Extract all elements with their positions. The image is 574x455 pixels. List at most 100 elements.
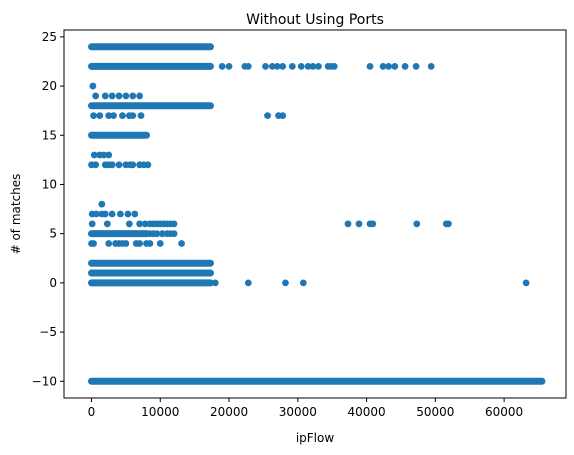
y-tick-label: 5 <box>49 227 57 241</box>
data-point <box>297 63 305 70</box>
data-point <box>92 92 100 100</box>
x-tick-label: 0 <box>88 405 96 419</box>
data-point <box>136 92 144 100</box>
data-point <box>244 279 252 287</box>
chart-title: Without Using Ports <box>246 12 384 28</box>
data-point <box>211 279 219 287</box>
data-point <box>103 220 111 228</box>
y-tick-label: 15 <box>42 128 57 142</box>
data-point <box>89 82 97 90</box>
data-point <box>401 63 409 70</box>
data-point <box>153 230 161 238</box>
data-point <box>379 63 387 70</box>
data-point <box>315 63 322 70</box>
data-point <box>90 112 97 120</box>
data-point <box>366 63 374 70</box>
data-point <box>178 240 185 247</box>
data-point <box>136 220 144 228</box>
data-point <box>105 112 113 120</box>
y-axis: −10 −5 0 5 10 15 20 25 <box>32 30 64 388</box>
y-tick-label: 20 <box>42 79 57 93</box>
y-tick-label: −10 <box>32 374 57 388</box>
data-point <box>244 63 252 70</box>
data-point <box>304 63 312 70</box>
x-axis: 0 10000 20000 30000 40000 50000 60000 <box>88 398 523 419</box>
data-point <box>445 220 452 228</box>
data-point <box>116 210 124 218</box>
data-point <box>108 92 116 100</box>
data-point <box>124 210 132 218</box>
data-point <box>115 161 123 169</box>
y-tick-label: −5 <box>39 325 57 339</box>
data-point <box>129 92 137 100</box>
data-point <box>110 112 117 120</box>
y-tick-label: 25 <box>42 30 57 44</box>
data-point <box>119 112 126 120</box>
data-point <box>141 220 149 228</box>
data-point <box>282 279 289 287</box>
data-point <box>225 63 233 70</box>
data-point <box>156 240 164 247</box>
data-point <box>355 220 363 228</box>
data-point <box>273 63 281 70</box>
data-point <box>299 279 307 287</box>
data-point <box>90 240 97 247</box>
data-point <box>391 63 399 70</box>
plot-area <box>88 43 546 385</box>
data-point <box>88 220 96 228</box>
data-point <box>412 63 420 70</box>
data-point <box>262 63 269 70</box>
data-point <box>105 240 113 247</box>
data-point <box>136 240 144 247</box>
axes-frame <box>63 29 567 399</box>
data-point <box>330 63 338 70</box>
x-tick-label: 10000 <box>141 405 179 419</box>
data-point <box>288 63 296 70</box>
data-point <box>122 92 130 100</box>
data-point <box>129 161 137 169</box>
y-tick-label: 10 <box>42 177 57 191</box>
data-point <box>122 240 130 247</box>
data-point <box>268 63 276 70</box>
x-tick-label: 50000 <box>416 405 454 419</box>
data-point <box>522 279 530 287</box>
data-point <box>105 151 113 159</box>
data-point <box>146 240 154 247</box>
y-axis-label: # of matches <box>9 174 23 255</box>
data-point <box>369 220 377 228</box>
data-point <box>158 230 166 238</box>
data-point <box>385 63 392 70</box>
data-point <box>218 63 226 70</box>
data-point <box>90 151 98 159</box>
y-tick-label: 0 <box>49 276 57 290</box>
x-axis-label: ipFlow <box>296 431 335 445</box>
data-point <box>427 63 435 70</box>
data-point <box>100 151 108 159</box>
data-point <box>279 112 287 120</box>
data-point <box>101 92 109 100</box>
data-point <box>144 161 152 169</box>
x-tick-label: 20000 <box>210 405 248 419</box>
data-point <box>264 112 271 120</box>
data-point <box>413 220 421 228</box>
data-point <box>108 210 116 218</box>
data-point <box>98 200 106 208</box>
data-point <box>96 112 104 120</box>
x-tick-label: 60000 <box>485 405 523 419</box>
data-point <box>170 230 178 238</box>
data-point <box>344 220 352 228</box>
data-point <box>101 210 109 218</box>
x-tick-label: 40000 <box>347 405 385 419</box>
data-point <box>170 220 178 228</box>
data-point <box>131 210 139 218</box>
data-point <box>279 63 287 70</box>
data-point <box>92 210 100 218</box>
data-point <box>115 92 123 100</box>
data-point <box>92 161 100 169</box>
data-point <box>309 63 317 70</box>
data-point <box>125 220 133 228</box>
data-point <box>129 112 137 120</box>
x-tick-label: 30000 <box>279 405 317 419</box>
